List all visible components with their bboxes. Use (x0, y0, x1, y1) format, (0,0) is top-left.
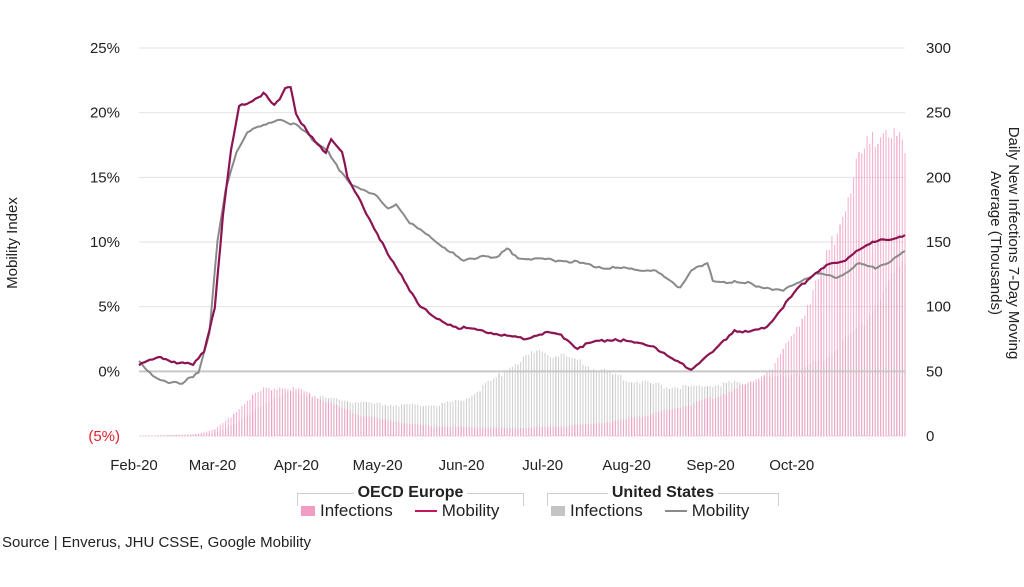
right-tick-label: 150 (926, 234, 951, 251)
legend-group-us: United States Infections Mobility (547, 484, 779, 520)
legend-title-europe: OECD Europe (297, 484, 524, 502)
right-axis-ticks: 0 50 100 150 200 250 300 (926, 40, 951, 445)
legend-items-us: Infections Mobility (547, 501, 749, 521)
right-axis-title-line2: Average (Thousands) (987, 171, 1004, 315)
x-tick-label: Aug-20 (602, 457, 650, 474)
right-tick-label: 0 (926, 428, 934, 445)
legend-label-us-infections: Infections (570, 501, 643, 520)
x-tick-label: Jul-20 (522, 457, 563, 474)
right-tick-label: 50 (926, 363, 943, 380)
x-tick-label: Mar-20 (189, 457, 237, 474)
europe-mobility-line (138, 86, 906, 372)
left-tick-label: 20% (90, 105, 120, 122)
legend-title-text: OECD Europe (353, 484, 468, 501)
left-tick-label: 0% (98, 363, 120, 380)
source-note: Source | Enverus, JHU CSSE, Google Mobil… (2, 534, 312, 551)
right-tick-label: 100 (926, 299, 951, 316)
right-tick-label: 250 (926, 105, 951, 122)
legend-title-us: United States (547, 484, 779, 502)
x-tick-label: Feb-20 (110, 457, 158, 474)
legend-label-europe-infections: Infections (320, 501, 393, 520)
us-mobility-line (138, 118, 906, 385)
x-axis-ticks: Feb-20 Mar-20 Apr-20 May-20 Jun-20 Jul-20 Aug-… (110, 457, 814, 474)
left-tick-label: 25% (90, 40, 120, 57)
left-tick-label: 10% (90, 234, 120, 251)
legend-label-us-mobility: Mobility (691, 501, 750, 520)
left-tick-label: 15% (90, 169, 120, 186)
right-axis-title-line1: Daily New Infections 7-Day Moving (1005, 127, 1022, 360)
legend-title-text: United States (607, 484, 719, 501)
gridlines (139, 47, 905, 437)
x-tick-label: Apr-20 (274, 457, 319, 474)
europe-infections-swatch (301, 506, 315, 516)
x-tick-label: Sep-20 (686, 457, 734, 474)
left-tick-label: (5%) (88, 428, 120, 445)
right-tick-label: 300 (926, 40, 951, 57)
left-axis-ticks: (5%) 0% 5% 10% 15% 20% 25% (88, 40, 120, 445)
x-tick-label: Jun-20 (439, 457, 485, 474)
left-tick-label: 5% (98, 299, 120, 316)
left-axis-title: Mobility Index (4, 197, 21, 289)
x-tick-label: Oct-20 (769, 457, 814, 474)
europe-infections-bars (141, 128, 906, 436)
right-tick-label: 200 (926, 169, 951, 186)
legend-label-europe-mobility: Mobility (441, 501, 500, 520)
x-tick-label: May-20 (353, 457, 403, 474)
us-infections-swatch (551, 506, 565, 516)
us-mobility-swatch (664, 510, 687, 512)
legend-group-europe: OECD Europe Infections Mobility (297, 484, 524, 520)
legend-items-europe: Infections Mobility (297, 501, 499, 521)
europe-mobility-swatch (414, 510, 437, 512)
